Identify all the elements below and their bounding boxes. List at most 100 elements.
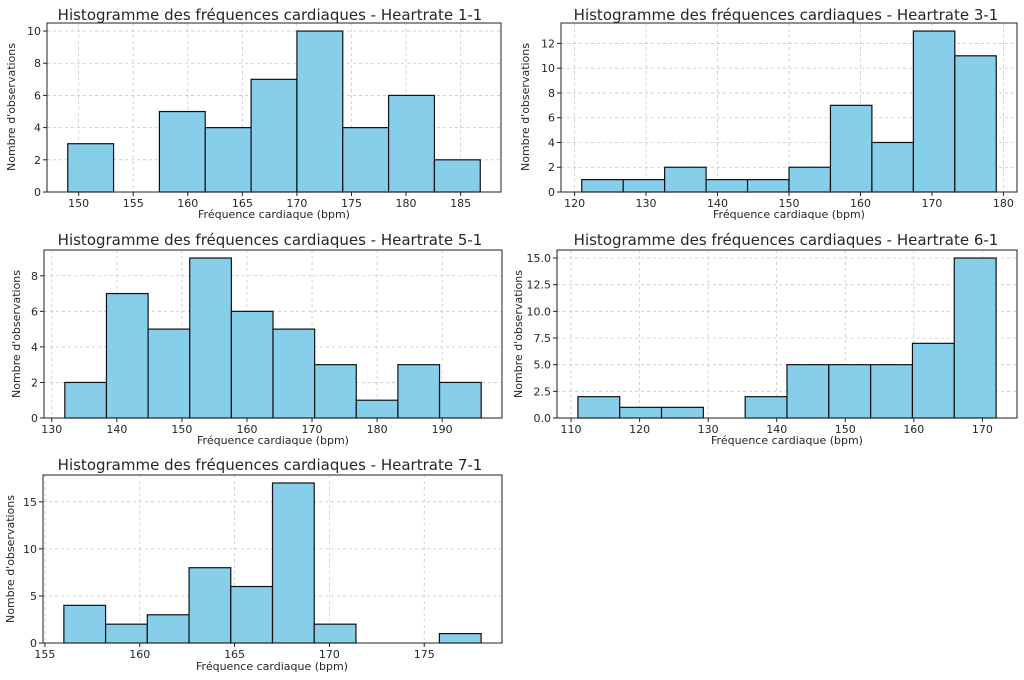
histogram-bar [63,604,107,644]
y-tick-label: 2.5 [534,385,552,398]
y-tick-label: 5.0 [534,359,552,372]
x-tick-label: 130 [698,423,719,436]
y-tick-label: 0.0 [534,412,552,425]
histogram-bar [250,78,298,193]
x-axis-label: Fréquence cardiaque (bpm) [196,660,348,673]
histogram-bar [954,55,997,193]
x-axis-label: Fréquence cardiaque (bpm) [713,208,865,221]
histogram-heartrate-3-1: Histogramme des fréquences cardiaques - … [519,6,1018,221]
y-axis-label: Nombre d'observations [512,270,525,398]
y-tick-label: 7.5 [534,332,552,345]
y-tick-label: 10 [27,25,41,38]
histogram-bar [911,342,955,419]
x-tick-label: 170 [921,197,942,210]
x-tick-label: 160 [129,648,150,661]
y-tick-label: 12.5 [527,279,552,292]
y-tick-label: 0 [34,186,41,199]
x-tick-label: 160 [903,423,924,436]
x-tick-label: 150 [779,197,800,210]
y-tick-label: 4 [34,122,41,135]
x-tick-label: 155 [123,197,144,210]
y-tick-label: 4 [548,136,555,149]
histogram-bar [158,110,206,193]
histogram-bar [104,623,148,644]
histogram-bar [272,328,316,419]
y-tick-label: 2 [548,161,555,174]
plot-frame [46,22,502,193]
y-tick-label: 6 [548,112,555,125]
histogram-bar [67,143,115,193]
y-tick-label: 5 [30,590,37,603]
y-tick-label: 15.0 [527,252,552,265]
histogram-bar [664,166,707,193]
histogram-bar [433,159,481,193]
histogram-bar [342,127,390,193]
x-tick-label: 165 [232,197,253,210]
histogram-bar [147,328,191,419]
histogram-bar [64,381,108,419]
histogram-bar [953,257,997,419]
x-tick-label: 175 [414,648,435,661]
histogram-bar [189,257,232,419]
histogram-bar [204,127,252,193]
chart-title: Histogramme des fréquences cardiaques - … [58,456,483,474]
y-tick-label: 15 [23,496,37,509]
histogram-bar [146,614,190,644]
x-tick-label: 170 [319,648,340,661]
histogram-bar [622,179,666,193]
x-tick-label: 120 [629,423,650,436]
y-tick-label: 0 [31,412,38,425]
x-tick-label: 130 [41,423,62,436]
histogram-bar [188,567,232,644]
y-tick-label: 10.0 [527,305,552,318]
histogram-bar [271,482,315,644]
x-tick-label: 120 [564,197,585,210]
x-tick-label: 150 [68,197,89,210]
histogram-bar [355,399,399,419]
histogram-bar [577,396,621,419]
histogram-bar [744,396,788,419]
x-tick-label: 155 [34,648,55,661]
y-tick-label: 2 [34,154,41,167]
plot-frame [43,249,503,419]
x-tick-label: 180 [396,197,417,210]
x-tick-label: 160 [850,197,871,210]
histogram-heartrate-7-1: Histogramme des fréquences cardiaques - … [4,456,503,673]
x-tick-label: 165 [224,648,245,661]
y-axis-label: Nombre d'observations [4,495,17,623]
chart-title: Histogramme des fréquences cardiaques - … [574,6,999,24]
x-tick-label: 140 [766,423,787,436]
x-tick-label: 185 [450,197,471,210]
chart-title: Histogramme des fréquences cardiaques - … [58,231,483,249]
y-tick-label: 0 [548,186,555,199]
y-tick-label: 2 [31,376,38,389]
x-tick-label: 110 [561,423,582,436]
histogram-bar [871,141,914,193]
y-axis-label: Nombre d'observations [10,270,23,398]
histogram-bar [313,623,357,644]
x-tick-label: 150 [171,423,192,436]
x-tick-label: 180 [367,423,388,436]
histogram-bar [746,179,790,193]
chart-title: Histogramme des fréquences cardiaques - … [58,6,483,24]
histogram-heartrate-5-1: Histogramme des fréquences cardiaques - … [10,231,503,447]
histogram-bar [438,632,482,644]
histogram-bar [786,364,830,419]
histogram-bar [788,166,832,193]
histogram-bar [912,30,956,193]
y-tick-label: 6 [31,305,38,318]
y-axis-label: Nombre d'observations [519,43,532,171]
histogram-bar [314,364,357,419]
y-tick-label: 6 [34,89,41,102]
x-tick-label: 170 [972,423,993,436]
histogram-bar [581,179,624,193]
y-tick-label: 10 [23,543,37,556]
histogram-bar [397,364,441,419]
y-tick-label: 8 [34,57,41,70]
chart-title: Histogramme des fréquences cardiaques - … [574,231,999,249]
y-tick-label: 0 [30,637,37,650]
x-tick-label: 160 [177,197,198,210]
x-tick-label: 140 [707,197,728,210]
x-tick-label: 170 [286,197,307,210]
histogram-bar [828,364,872,419]
